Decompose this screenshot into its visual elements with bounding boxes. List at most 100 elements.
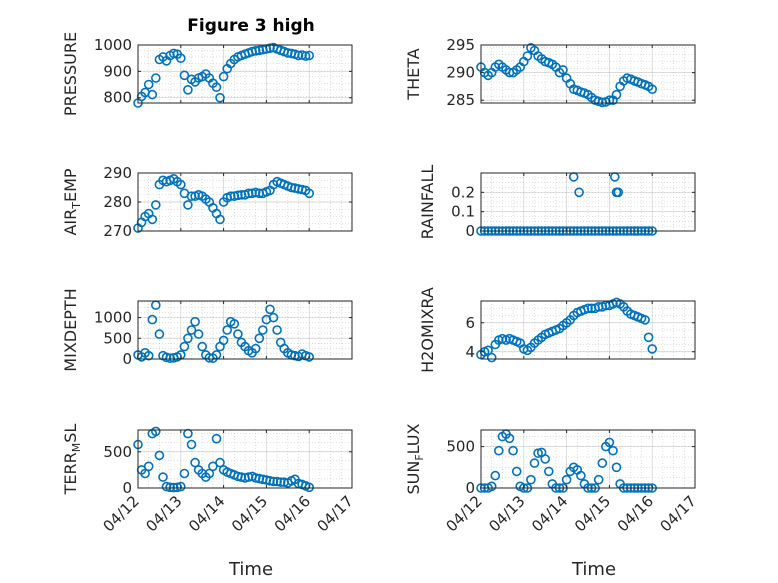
y-tick-label: 500	[103, 329, 132, 347]
panel-rainfall: 00.1 0.2 RAINFALL	[418, 165, 696, 240]
data-point	[522, 51, 533, 61]
x-tick-label: 04/14	[528, 492, 571, 535]
data-point	[165, 482, 175, 493]
data-point	[215, 92, 225, 103]
data-point	[229, 318, 240, 329]
x-axis-title-right: Time	[571, 559, 616, 580]
data-point	[183, 200, 193, 210]
data-point	[529, 458, 540, 468]
data-point	[250, 343, 261, 354]
data-point	[643, 332, 654, 343]
data-point	[147, 314, 158, 325]
panel-pressure: 800 900 1000 PRESSURE	[61, 32, 353, 116]
data-point	[304, 50, 315, 61]
data-point	[640, 315, 650, 325]
y-tick-label: 280	[103, 193, 132, 211]
y-tick-label: 295	[446, 36, 475, 54]
data-point	[604, 95, 615, 105]
x-tick-label: 04/15	[228, 492, 271, 535]
y-axis-label: PRESSURE	[61, 32, 80, 116]
data-point	[197, 341, 207, 352]
x-tick-label: 04/13	[485, 492, 528, 535]
data-point	[179, 468, 190, 479]
data-point	[558, 65, 568, 75]
data-point	[143, 350, 154, 361]
x-tick-label: 04/15	[571, 492, 614, 535]
data-point	[143, 79, 154, 90]
data-point	[611, 462, 622, 473]
panel-sun-flux: 0 500 04/12 04/13 04/14 04/15 04/16 04/17 SUNFLU…	[404, 423, 700, 535]
data-point	[268, 312, 279, 323]
data-point	[576, 470, 586, 481]
x-tick-label: 04/12	[443, 492, 486, 535]
data-point	[647, 344, 658, 354]
panel-theta: 285 290 295 THETA	[404, 36, 696, 109]
data-point	[215, 457, 225, 468]
data-point	[151, 73, 161, 83]
data-point	[154, 329, 165, 339]
axes-box	[480, 44, 696, 104]
axes-box	[480, 429, 696, 489]
data-point	[147, 214, 158, 225]
data-point	[211, 433, 222, 444]
data-point	[179, 70, 190, 81]
data-point	[493, 445, 504, 456]
data-point	[190, 316, 200, 327]
data-point	[257, 325, 268, 335]
x-tick-label: 04/17	[314, 492, 357, 535]
y-axis-label: SUNFLUX	[404, 423, 426, 494]
data-point	[218, 335, 229, 346]
data-point	[300, 51, 311, 61]
y-tick-label: 0.2	[451, 183, 475, 201]
y-tick-label: 1000	[94, 309, 132, 327]
data-point	[574, 187, 584, 198]
data-point	[186, 325, 197, 335]
data-point	[193, 329, 204, 339]
y-axis-label: RAINFALL	[418, 165, 437, 240]
data-point	[486, 352, 497, 363]
data-point	[543, 466, 554, 477]
y-tick-label: 0.1	[451, 203, 475, 221]
data-point	[304, 352, 315, 362]
data-point	[151, 200, 161, 210]
y-tick-label: 0	[465, 222, 475, 240]
data-point	[540, 454, 551, 464]
y-axis-label: H2OMIXRA	[418, 287, 437, 373]
data-point	[483, 345, 493, 356]
data-point	[190, 457, 200, 468]
y-tick-label: 290	[446, 64, 475, 82]
y-axis-label: THETA	[404, 48, 423, 100]
panel-h2omixra: 4 6 H2OMIXRA	[418, 287, 696, 373]
data-point	[176, 179, 186, 190]
data-point	[486, 481, 497, 492]
data-point	[222, 325, 232, 335]
axes-box	[137, 429, 353, 489]
data-point	[593, 474, 604, 485]
data-point	[265, 304, 275, 315]
data-point	[204, 468, 215, 479]
y-tick-label: 900	[103, 62, 132, 80]
data-point	[611, 89, 622, 100]
y-tick-label: 4	[465, 343, 475, 361]
data-point	[254, 333, 265, 344]
data-point	[208, 461, 218, 472]
data-point	[304, 188, 315, 199]
x-tick-label: 04/13	[142, 492, 185, 535]
data-point	[179, 341, 190, 352]
data-point	[183, 85, 193, 95]
data-point	[158, 472, 168, 482]
data-point	[275, 477, 286, 488]
data-point	[293, 50, 304, 61]
y-tick-label: 270	[103, 222, 132, 240]
figure-title: Figure 3 high	[187, 16, 315, 36]
data-point	[504, 433, 515, 444]
data-point	[583, 303, 593, 314]
data-point	[272, 476, 282, 487]
y-tick-label: 6	[465, 314, 475, 332]
axes-box	[137, 44, 353, 104]
axes-box	[480, 300, 696, 360]
data-point	[490, 470, 501, 481]
data-point	[176, 53, 186, 64]
x-tick-label: 04/16	[614, 492, 657, 535]
